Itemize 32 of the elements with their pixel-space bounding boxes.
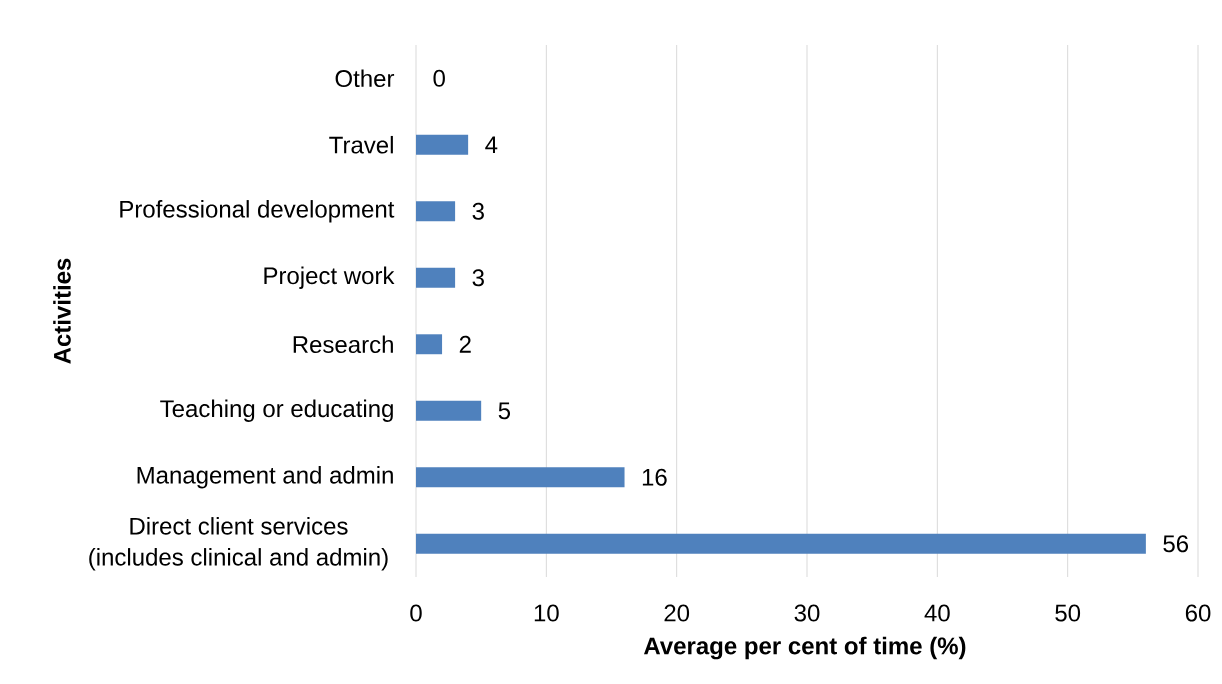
bar	[416, 533, 1146, 554]
bar	[416, 134, 469, 155]
data-label: 3	[472, 269, 484, 287]
x-tick-label: 10	[534, 604, 559, 622]
data-label: 16	[642, 468, 667, 486]
data-label: 3	[472, 202, 484, 220]
bar	[416, 334, 443, 355]
x-tick-label: 30	[794, 604, 820, 622]
x-tick-label: 40	[924, 604, 950, 622]
bar	[416, 467, 625, 488]
data-label: 2	[459, 335, 471, 353]
x-tick-label: 60	[1185, 604, 1211, 622]
y-tick-label: Direct client services (includes clinical and admin)	[89, 517, 388, 571]
x-tick-label: 50	[1055, 604, 1081, 622]
x-axis-title: Average per cent of time (%)	[643, 636, 966, 660]
y-tick-label: Travel	[329, 135, 393, 154]
data-label: 4	[485, 136, 498, 154]
y-tick-label: Other	[335, 69, 395, 88]
bar	[416, 201, 456, 222]
y-tick-label: Professional development	[120, 200, 395, 223]
y-tick-label: Teaching or educating	[160, 399, 393, 422]
bar	[416, 267, 456, 288]
data-label: 56	[1163, 535, 1189, 553]
y-axis-title: Activities	[53, 258, 71, 364]
y-tick-label: Management and admin	[137, 466, 393, 489]
x-tick-label: 20	[664, 604, 690, 622]
data-label: 0	[433, 69, 445, 87]
data-label: 5	[498, 402, 511, 420]
y-tick-label: Project work	[264, 266, 395, 289]
y-tick-label: Research	[293, 335, 393, 354]
x-tick-label: 0	[410, 604, 422, 622]
bar	[416, 400, 482, 421]
